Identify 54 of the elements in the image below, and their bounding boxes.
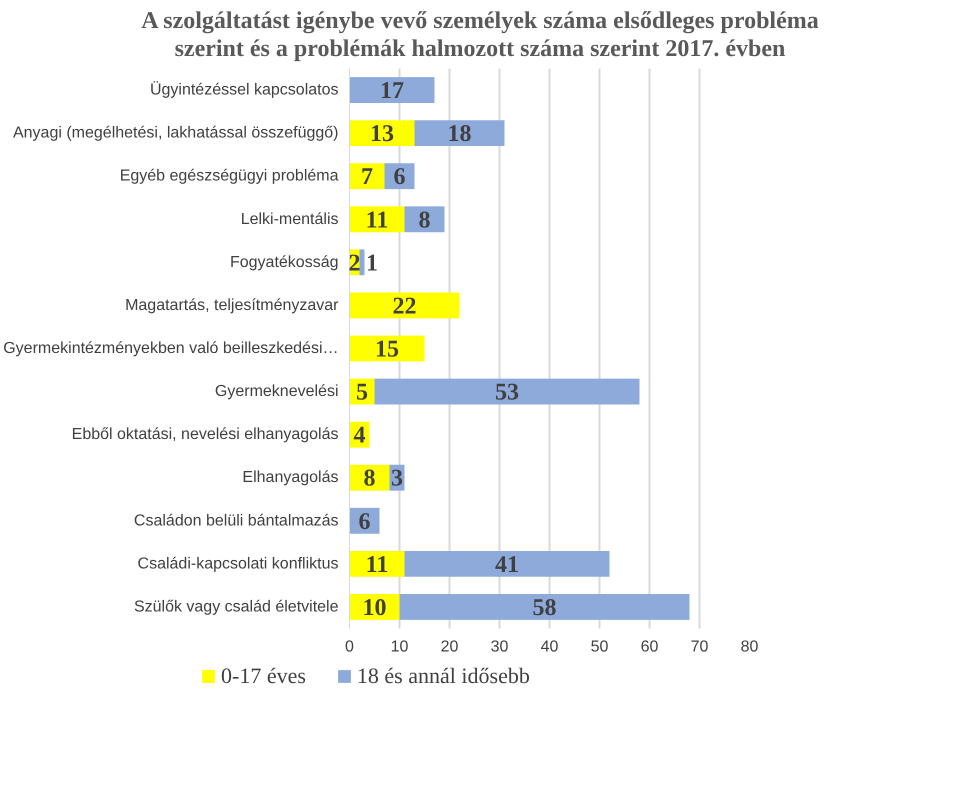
y-tick-label: Magatartás, teljesítményzavar [125,297,340,314]
y-tick-label: Ebből oktatási, nevelési elhanyagolás [72,426,338,444]
x-tick-label: 70 [690,638,708,656]
data-label: 7 [361,164,373,190]
bar [350,336,424,362]
x-tick-label: 50 [590,638,608,656]
y-tick-label: Gyermeknevelési [214,383,339,400]
y-tick-label: Családon belüli bántalmazás [134,512,339,530]
y-tick-label: Lelki-mentális [240,210,338,228]
data-label: 22 [392,294,416,320]
data-label: 6 [394,164,406,190]
data-label: 8 [364,466,376,492]
bar [400,594,690,620]
legend-label: 18 és annál idősebb [356,663,530,690]
x-tick-label: 30 [490,638,508,656]
data-label: 18 [448,121,472,148]
y-tick-label: Elhanyagolás [242,469,339,486]
data-label: 11 [366,207,388,234]
y-tick-label: Gyermekintézményekben való beilleszkedési… [3,340,338,358]
bar [350,120,414,146]
y-tick-label: Szülők vagy család életvitele [134,598,339,616]
x-tick-label: 10 [390,638,408,656]
data-label: 1 [366,250,378,277]
bar [374,378,640,405]
data-label: 4 [354,422,366,449]
data-label: 41 [495,552,519,578]
data-label: 58 [532,595,556,622]
data-label: 6 [358,508,370,535]
y-tick-label: Ügyintézéssel kapcsolatos [150,80,339,99]
data-label: 15 [375,336,399,363]
y-tick-label: Anyagi (megélhetési, lakhatással összefüggő) [12,124,338,142]
data-label: 53 [495,380,519,406]
data-label: 17 [380,78,404,104]
x-tick-label: 0 [345,638,354,656]
legend-label: 0-17 éves [221,663,306,690]
x-tick-label: 80 [740,638,758,656]
data-label: 5 [356,380,368,406]
y-tick-label: Egyéb egészségügyi probléma [120,168,339,185]
chart-title: A szolgáltatást igénybe vevő személyek száma elsődleges probléma szerint és a problémák halmozott száma szerint 2017. évben [140,8,820,64]
data-label: 11 [366,552,388,578]
x-tick-label: 20 [440,638,458,656]
data-label: 10 [362,595,386,622]
bar [404,551,610,577]
bar [350,292,460,319]
y-tick-label: Fogyatékosság [230,254,339,272]
bar [360,250,364,276]
bar [414,120,504,146]
data-label: 3 [391,466,403,492]
x-tick-label: 60 [640,638,658,656]
data-label: 13 [370,121,394,148]
y-tick-label: Családi-kapcsolati konfliktus [138,556,339,573]
x-tick-label: 40 [540,638,558,656]
data-label: 8 [418,207,430,234]
bar [350,77,434,104]
